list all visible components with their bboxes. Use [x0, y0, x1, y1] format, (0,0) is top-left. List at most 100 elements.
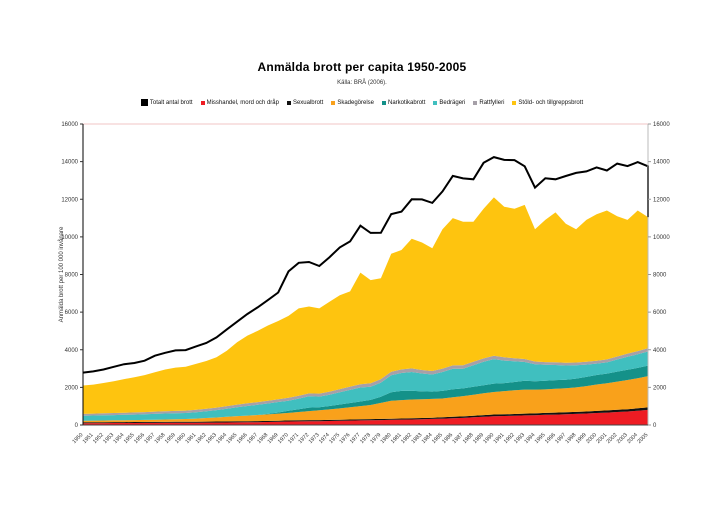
- legend-swatch-sexualbrott: [286, 100, 291, 105]
- x-axis-label: 1999: [575, 432, 588, 445]
- legend-label-rattfylleri: Rattfylleri: [479, 99, 505, 106]
- y-tick-label-left: 8000: [65, 273, 79, 279]
- y-tick-label-left: 12000: [61, 197, 78, 203]
- x-axis-label: 1987: [452, 432, 465, 445]
- area-bedrageri: [83, 351, 648, 421]
- x-axis-label: 1990: [482, 432, 495, 445]
- x-axis-label: 1969: [267, 432, 280, 445]
- x-axis-label: 2005: [637, 432, 650, 445]
- y-tick-label-left: 10000: [61, 235, 78, 241]
- legend-swatch-totalt-antal-brott: [140, 99, 148, 106]
- area-misshandel-mord-och-drap: [83, 409, 648, 425]
- legend-swatch-misshandel-mord-och-drap: [200, 100, 205, 105]
- legend-item-totalt-antal-brott: Totalt antal brott: [140, 99, 193, 106]
- x-axis-label: 2003: [616, 432, 629, 445]
- x-axis-label: 1992: [503, 432, 516, 445]
- x-axis-label: 1976: [339, 432, 352, 445]
- x-axis-label: 1982: [400, 432, 413, 445]
- x-axis-label: 1984: [421, 432, 434, 445]
- y-tick-label-right: 0: [653, 423, 657, 429]
- legend-swatch-narkotikabrott: [382, 100, 387, 105]
- x-axis-label: 1955: [123, 432, 136, 445]
- x-axis-label: 1995: [534, 432, 547, 445]
- x-axis-label: 1972: [298, 432, 311, 445]
- legend-label-sexualbrott: Sexualbrott: [292, 99, 324, 106]
- x-axis-label: 1951: [82, 432, 95, 445]
- x-axis-label: 1960: [174, 432, 187, 445]
- y-tick-label-left: 16000: [61, 122, 78, 128]
- x-axis-label: 1977: [349, 432, 362, 445]
- x-axis-label: 1968: [256, 432, 269, 445]
- x-axis-label: 1959: [164, 432, 177, 445]
- x-axis-label: 1958: [154, 432, 167, 445]
- x-axis-label: 1956: [133, 432, 146, 445]
- legend-item-skadegorelse: Skadegörelse: [331, 100, 374, 106]
- y-tick-label-right: 14000: [653, 160, 670, 166]
- legend-label-totalt-antal-brott: Totalt antal brott: [149, 99, 193, 106]
- y-tick-label-left: 2000: [65, 385, 79, 391]
- x-axis-label: 1997: [554, 432, 567, 445]
- x-axis-label: 1973: [308, 432, 321, 445]
- x-axis-label: 1991: [493, 432, 506, 445]
- x-axis-label: 1971: [287, 432, 300, 445]
- x-axis-label: 2004: [626, 432, 639, 445]
- legend-label-skadegorelse: Skadegörelse: [337, 99, 375, 106]
- y-tick-label-right: 4000: [653, 348, 667, 354]
- x-axis-label: 1994: [524, 432, 537, 445]
- x-axis-label: 2002: [606, 432, 619, 445]
- line-totalt-antal-brott: [82, 156, 649, 374]
- chart-title: Anmälda brott per capita 1950-2005: [257, 60, 467, 74]
- legend-label-bedrageri: Bedrägeri: [439, 99, 466, 106]
- y-tick-label-right: 16000: [653, 122, 670, 128]
- x-axis-label: 1953: [102, 432, 115, 445]
- legend-item-narkotikabrott: Narkotikabrott: [382, 100, 425, 106]
- y-tick-label-right: 12000: [653, 197, 670, 203]
- x-axis-label: 1952: [92, 432, 105, 445]
- x-axis-label: 1996: [544, 432, 557, 445]
- legend-item-rattfylleri: Rattfylleri: [473, 100, 504, 106]
- y-tick-label-right: 8000: [653, 273, 667, 279]
- legend-swatch-rattfylleri: [473, 100, 478, 105]
- x-axis-label: 1978: [359, 432, 372, 445]
- y-tick-label-left: 6000: [65, 310, 79, 316]
- legend-swatch-stold-och-tillgreppsbrott: [512, 100, 517, 105]
- x-axis-label: 1963: [205, 432, 218, 445]
- x-axis-label: 1993: [513, 432, 526, 445]
- x-axis-label: 1964: [215, 432, 228, 445]
- area-stold-och-tillgreppsbrott: [83, 197, 648, 414]
- legend-item-bedrageri: Bedrägeri: [433, 100, 465, 106]
- x-axis-label: 1966: [236, 432, 249, 445]
- legend-swatch-skadegorelse: [331, 100, 336, 105]
- x-axis-label: 1950: [72, 432, 85, 445]
- y-tick-label-left: 4000: [65, 348, 79, 354]
- x-axis-label: 1983: [411, 432, 424, 445]
- x-axis-label: 1979: [369, 432, 382, 445]
- x-axis-label: 1980: [380, 432, 393, 445]
- x-axis-label: 1988: [462, 432, 475, 445]
- legend-item-stold-och-tillgreppsbrott: Stöld- och tillgreppsbrott: [512, 100, 583, 106]
- chart-subtitle: Källa: BRÅ (2006).: [337, 80, 387, 86]
- y-tick-label-left: 0: [75, 423, 79, 429]
- legend-item-misshandel-mord-och-drap: Misshandel, mord och dråp: [200, 100, 279, 106]
- x-axis-label: 1962: [195, 432, 208, 445]
- legend-label-stold-och-tillgreppsbrott: Stöld- och tillgreppsbrott: [518, 99, 584, 106]
- legend-label-narkotikabrott: Narkotikabrott: [388, 99, 426, 106]
- area-skadegorelse: [83, 376, 648, 423]
- x-axis-label: 1961: [185, 432, 198, 445]
- x-axis-label: 1957: [143, 432, 156, 445]
- y-tick-label-left: 14000: [61, 160, 78, 166]
- x-axis-label: 1998: [565, 432, 578, 445]
- x-axis-label: 1985: [431, 432, 444, 445]
- legend-swatch-bedrageri: [433, 100, 438, 105]
- x-axis-label: 1986: [441, 432, 454, 445]
- x-axis-label: 1989: [472, 432, 485, 445]
- x-axis-label: 1981: [390, 432, 403, 445]
- x-axis-label: 1970: [277, 432, 290, 445]
- y-axis-title: Anmälda brott per 100 000 invånare: [58, 226, 65, 322]
- x-axis-label: 2000: [585, 432, 598, 445]
- legend-item-sexualbrott: Sexualbrott: [286, 99, 324, 106]
- legend: Totalt antal brott Misshandel, mord och d…: [0, 99, 724, 106]
- y-tick-label-right: 6000: [653, 310, 667, 316]
